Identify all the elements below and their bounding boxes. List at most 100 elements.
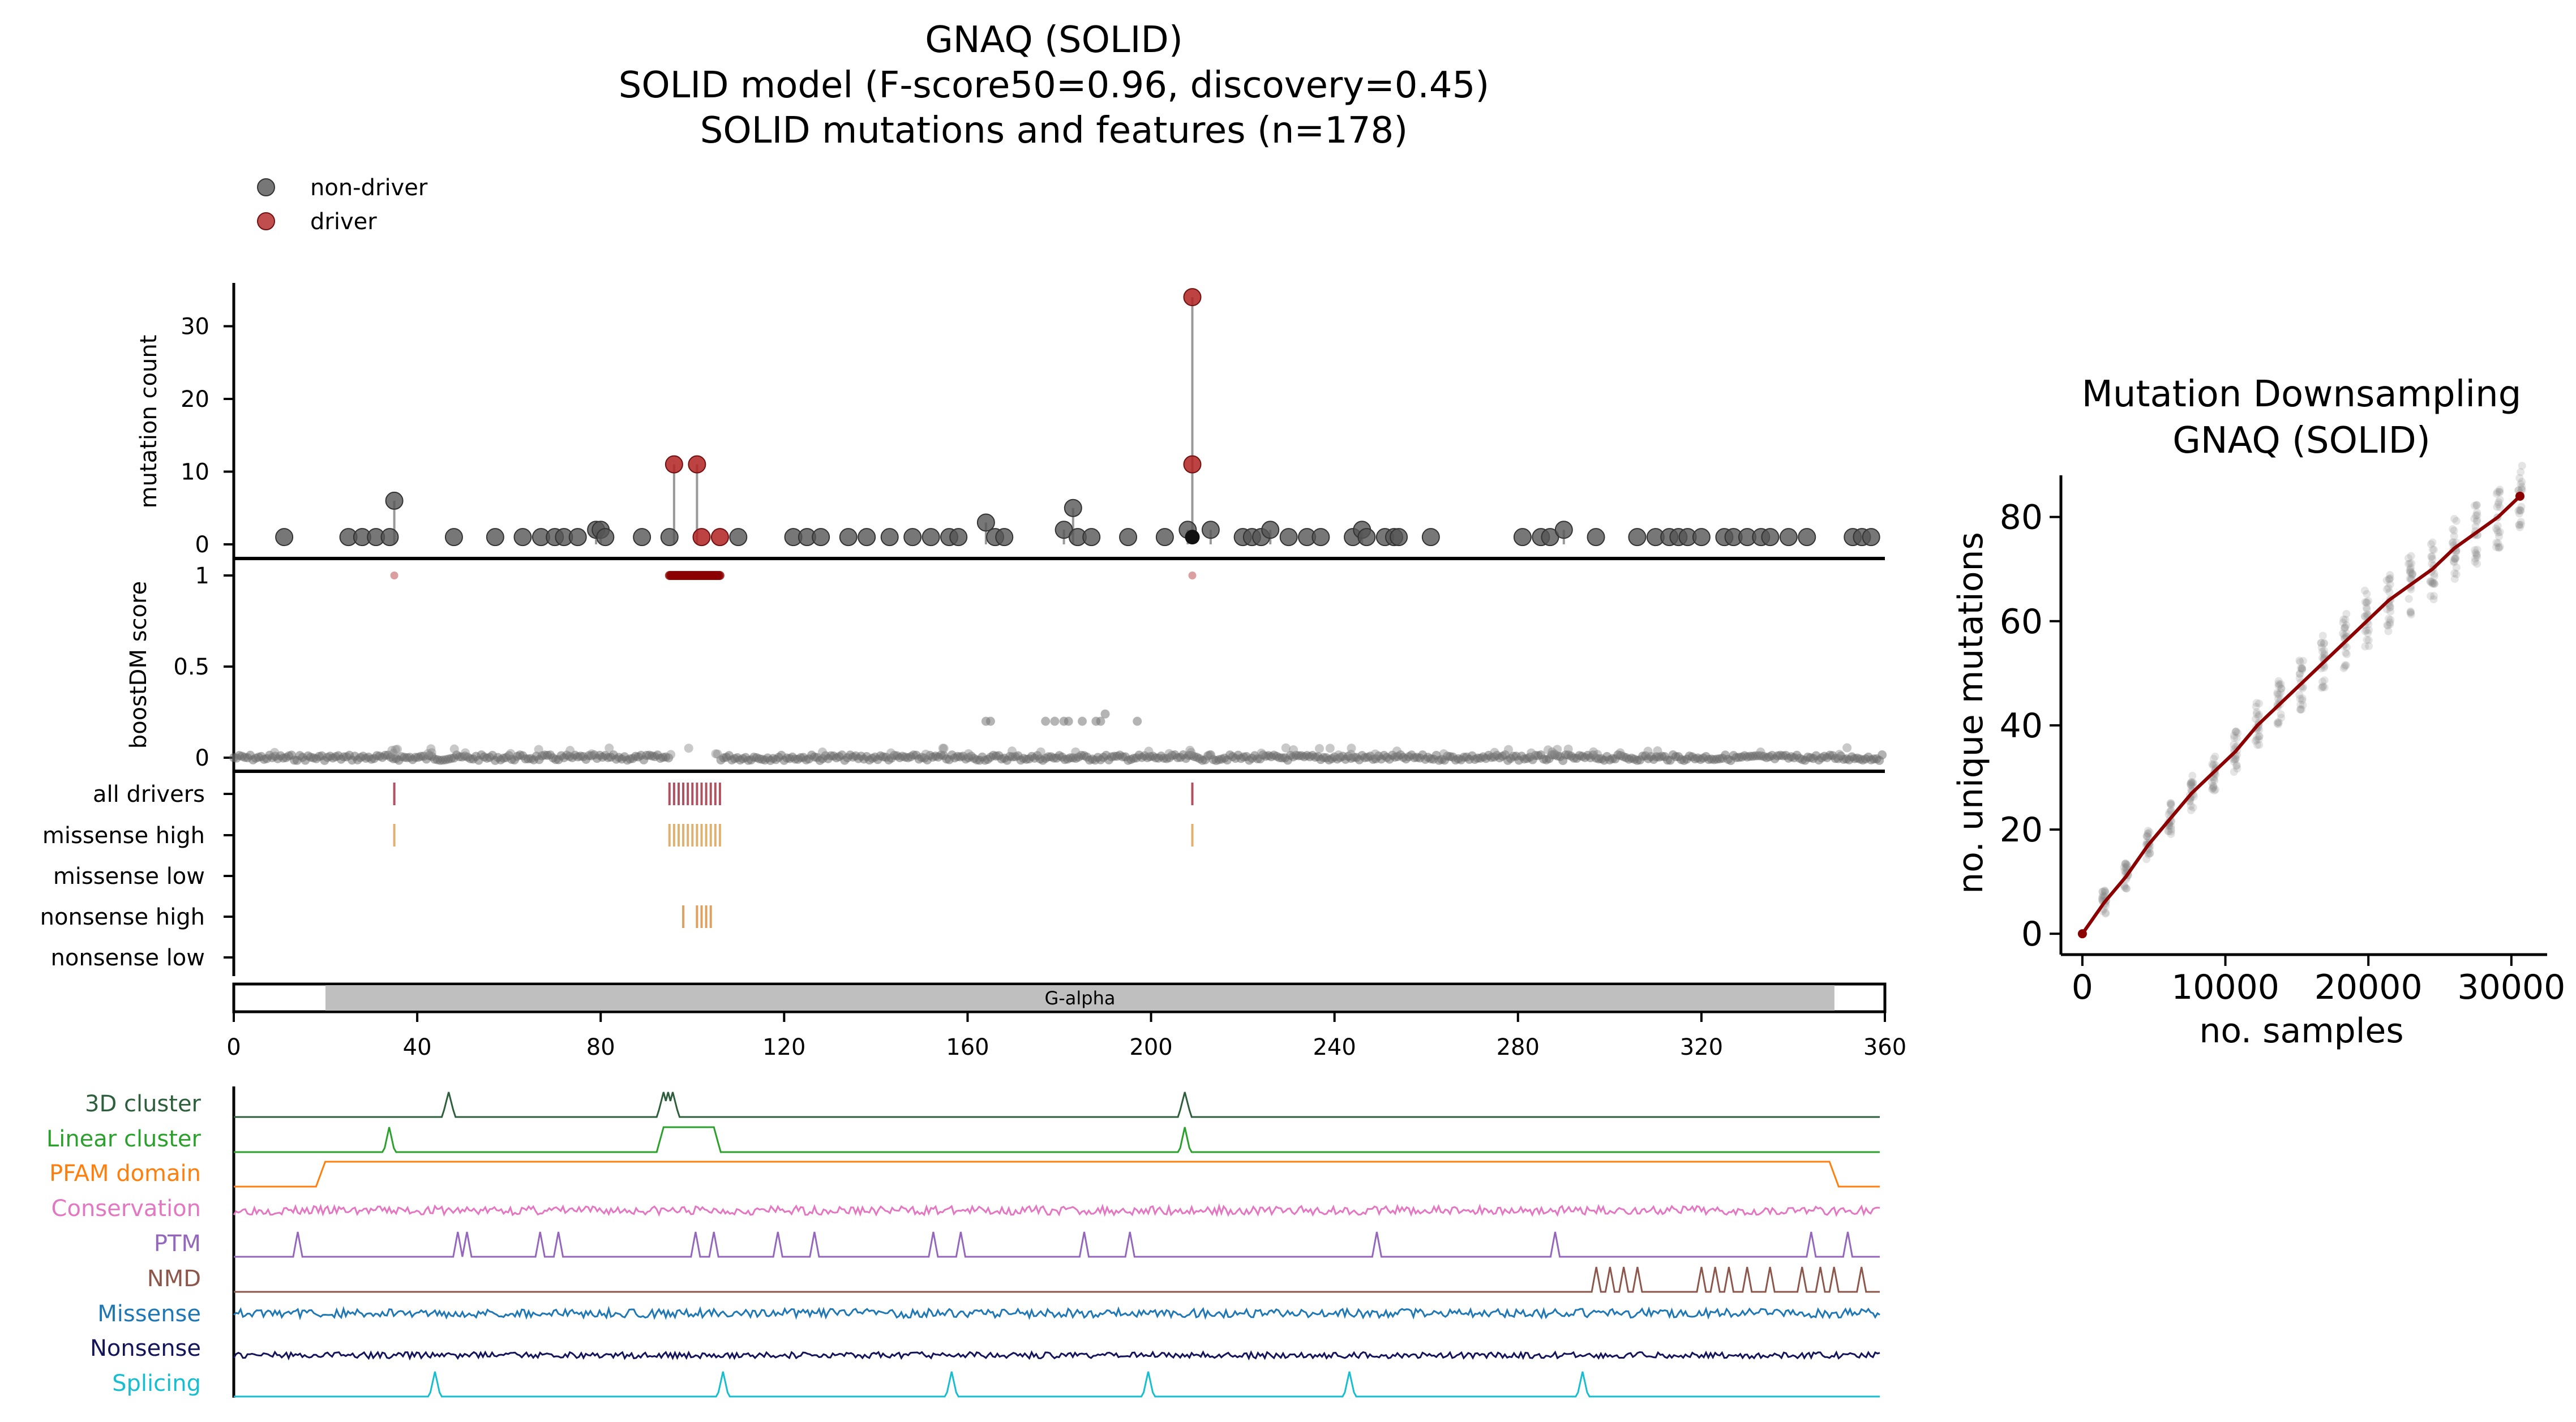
count-point-nondriver: [385, 491, 404, 510]
ds-sample-point: [2121, 863, 2130, 871]
ds-sample-point: [2209, 761, 2217, 770]
score-point: [1071, 747, 1081, 757]
legend-marker-nondriver: [257, 178, 275, 196]
ds-sample-point: [2317, 684, 2326, 692]
ds-sample-point: [2496, 528, 2504, 536]
ds-sample-point: [2515, 509, 2523, 518]
ds-sample-point: [2341, 663, 2349, 671]
score-point: [964, 749, 974, 758]
ds-y-tick-label: 0: [2021, 914, 2043, 954]
ds-sample-point: [2187, 781, 2195, 790]
ds-sample-point: [2298, 705, 2306, 714]
ds-sample-point: [2428, 579, 2436, 587]
score-point: [1835, 750, 1844, 759]
ds-sample-point: [2299, 701, 2307, 710]
ds-sample-point: [2296, 705, 2305, 714]
track-row-label: nonsense low: [51, 945, 205, 971]
ds-sample-point: [2363, 605, 2371, 613]
feature-label: PTM: [154, 1231, 201, 1257]
score-point: [1036, 747, 1045, 757]
ds-sample-point: [2382, 605, 2391, 613]
score-points: [229, 571, 1887, 765]
ds-sample-point: [2338, 629, 2347, 638]
count-point-nondriver: [729, 528, 748, 547]
count-point-nondriver: [1798, 528, 1816, 547]
score-point: [1615, 748, 1625, 758]
score-point-mid: [1064, 716, 1073, 726]
ds-sample-point: [2385, 575, 2394, 584]
ds-sample-point: [2167, 798, 2175, 807]
ds-sample-point: [2493, 526, 2501, 535]
count-point-driver: [688, 455, 706, 474]
x-tick-label: 0: [226, 1034, 241, 1060]
ds-sample-point: [2427, 552, 2436, 561]
ds-sample-point: [2385, 574, 2393, 583]
ds-sample-point: [2408, 570, 2416, 579]
count-point-driver: [1183, 288, 1202, 307]
count-point-nondriver: [1155, 528, 1174, 547]
ds-sample-point: [2144, 829, 2152, 837]
domain-g-alpha: [325, 985, 1835, 1011]
title-line-3: SOLID mutations and features (n=178): [700, 110, 1408, 152]
ds-sample-point: [2430, 579, 2438, 588]
ds-sample-point: [2364, 636, 2373, 645]
ds-title-line-2: GNAQ (SOLID): [2172, 420, 2431, 462]
ds-sample-point: [2517, 521, 2525, 529]
score-point: [1186, 747, 1196, 757]
ds-sample-point: [2296, 706, 2305, 714]
ds-sample-point: [2253, 741, 2261, 749]
ds-sample-point: [2209, 784, 2218, 792]
ds-sample-point: [2471, 522, 2480, 531]
ds-sample-point: [2406, 565, 2415, 574]
ds-sample-point: [2450, 532, 2458, 540]
score-point: [1439, 749, 1448, 759]
score-tick-05: 0.5: [173, 654, 209, 680]
ds-sample-point: [2386, 616, 2395, 624]
ds-sample-point: [2408, 569, 2417, 578]
ds-sample-point: [2121, 860, 2129, 868]
ds-sample-point: [2342, 629, 2351, 638]
ds-sample-point: [2122, 884, 2131, 893]
score-point-mid: [1078, 716, 1087, 726]
count-tick-label: 10: [181, 459, 209, 486]
score-point: [449, 744, 459, 754]
ds-sample-point: [2494, 543, 2503, 552]
ds-sample-point: [2121, 884, 2129, 892]
ds-y-tick-label: 20: [2000, 810, 2043, 850]
ds-sample-point: [2384, 584, 2393, 592]
feature-line: [234, 1092, 1880, 1118]
ds-sample-point: [2298, 696, 2307, 704]
score-point: [1548, 747, 1557, 757]
ds-sample-point: [2296, 658, 2304, 666]
ds-sample-point: [2318, 631, 2327, 640]
score-point: [1334, 750, 1343, 760]
count-point-nondriver: [812, 528, 830, 547]
ds-sample-point: [2274, 680, 2283, 688]
ds-sample-point: [2450, 555, 2459, 563]
ds-sample-point: [2296, 701, 2305, 709]
ds-sample-point: [2230, 731, 2238, 740]
ds-sample-point: [2296, 670, 2304, 678]
ds-sample-point: [2298, 694, 2307, 703]
ds-sample-point: [2231, 728, 2240, 736]
ds-sample-point: [2450, 514, 2459, 523]
ds-sample-point: [2365, 642, 2373, 650]
score-tick-0: 0: [195, 745, 209, 771]
score-point: [1653, 746, 1662, 755]
ds-sample-point: [2120, 882, 2129, 891]
ds-sample-point: [2342, 648, 2350, 657]
score-point: [1756, 747, 1765, 757]
ds-sample-point: [2210, 754, 2218, 763]
score-point: [587, 749, 597, 759]
ds-sample-point: [2493, 488, 2502, 496]
count-point-nondriver: [1390, 528, 1408, 547]
ds-sample-point: [2098, 887, 2107, 896]
feature-line: [234, 1161, 1880, 1188]
ds-sample-point: [2167, 800, 2175, 809]
ds-sample-point: [2252, 715, 2260, 723]
ds-sample-point: [2452, 517, 2461, 525]
ds-sample-point: [2386, 620, 2394, 629]
score-point: [426, 744, 436, 754]
legend: non-driver driver: [257, 175, 428, 235]
ds-sample-point: [2472, 517, 2481, 526]
